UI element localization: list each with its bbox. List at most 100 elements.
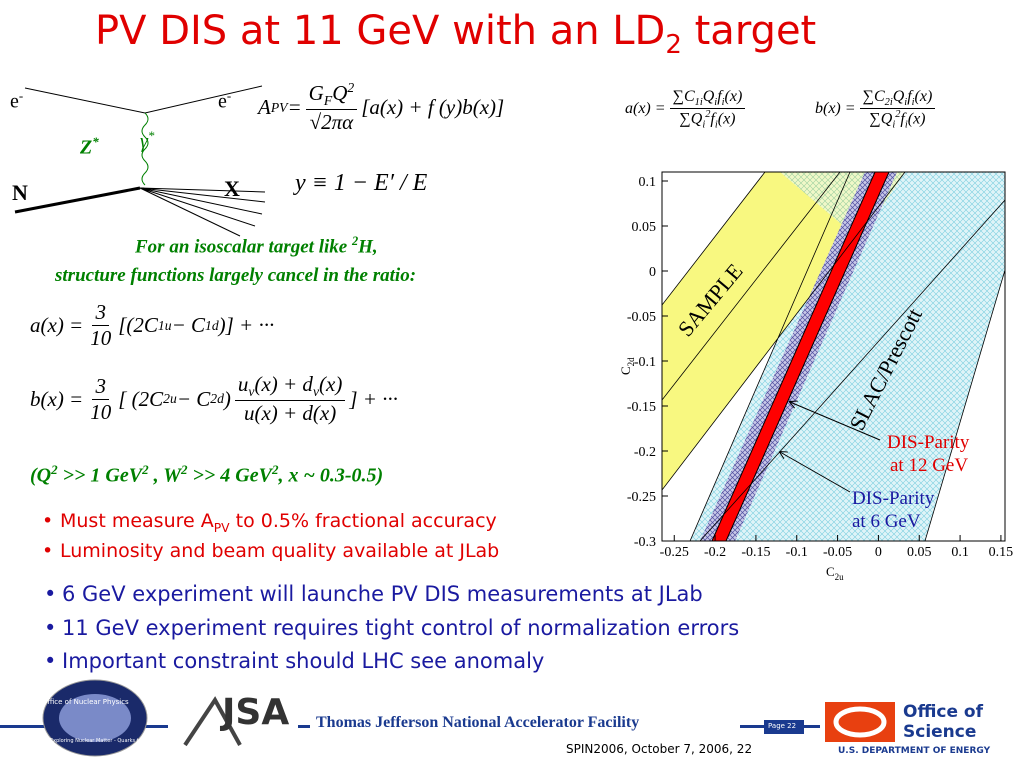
subscript: i <box>721 97 725 109</box>
equation-a-sum: a(x) = ∑C1iQifi(x) ∑Qi2fi(x) <box>625 88 749 131</box>
text-run: A <box>258 95 271 120</box>
numerator: GFQ2 <box>305 80 358 111</box>
text-run: Q <box>702 88 715 105</box>
subscript: 1u <box>157 317 172 333</box>
doe-logo-text: U.S. DEPARTMENT OF ENERGY <box>838 746 991 756</box>
electron-out: e- <box>218 88 231 114</box>
text-run: − C <box>171 313 205 337</box>
numerator: ∑C2iQifi(x) <box>859 88 936 110</box>
text-run: 3 <box>95 300 106 324</box>
text-run: C <box>618 366 633 375</box>
text-run: ∑Q <box>679 110 703 128</box>
text-run: e <box>218 90 227 113</box>
text-run: 10 <box>90 326 112 350</box>
text-run: 10 <box>90 399 112 424</box>
text-run: ∑Q <box>869 110 893 128</box>
numerator: 3 <box>92 374 109 400</box>
slide-title: PV DIS at 11 GeV with an LD2 target <box>95 8 816 60</box>
text-run: f <box>710 110 715 128</box>
nucleon: N <box>12 180 28 205</box>
subscript: 2 <box>665 30 682 60</box>
subscript: v <box>312 384 319 400</box>
text-run: e <box>10 90 19 113</box>
subscript: 1d <box>205 317 219 333</box>
x-axis-label: C2u <box>826 564 844 582</box>
subscript: i <box>904 119 908 131</box>
note-line: For an isoscalar target like 2H, <box>135 234 378 258</box>
superscript: 2 <box>705 109 711 121</box>
equation-a-iso: a(x) = 3 10 [(2C 1u − C 1d)] + ··· <box>30 300 274 351</box>
subscript: 2u <box>163 391 177 407</box>
note-line: structure functions largely cancel in th… <box>55 265 416 287</box>
text-run: H, <box>358 236 378 258</box>
fraction: 3 10 <box>87 300 114 351</box>
text-run: 11 GeV experiment requires tight control… <box>62 616 740 640</box>
fraction: GFQ2 √2πα <box>305 80 358 135</box>
text-run: [ (2C <box>118 386 164 411</box>
denominator: √2πα <box>307 110 357 135</box>
bullet: Must measure APV to 0.5% fractional accu… <box>42 510 497 535</box>
bullet: 6 GeV experiment will launche PV DIS mea… <box>44 582 703 606</box>
subscript: 1i <box>694 97 703 109</box>
text-run: Luminosity and beam quality available at… <box>60 540 500 562</box>
subscript: F <box>323 93 333 109</box>
text-run: ) <box>223 386 231 411</box>
x-tick-label: 0.1 <box>951 545 969 560</box>
electron-in: e- <box>10 88 23 114</box>
doe-logo-text: Office of <box>903 702 984 722</box>
text-run: 2u <box>835 572 845 582</box>
lab-name: Thomas Jefferson National Accelerator Fa… <box>316 714 640 731</box>
superscript: - <box>226 88 232 103</box>
np-logo-text: Office of Nuclear Physics <box>42 698 129 706</box>
x-tick-label: 0 <box>875 545 882 560</box>
superscript: 2 <box>180 462 188 477</box>
text-run: Q <box>332 81 348 105</box>
fraction: uv(x) + dv(x) u(x) + d(x) <box>234 372 346 426</box>
text-run: G <box>308 81 324 105</box>
text-run: PV DIS at 11 GeV with an LD <box>95 8 666 54</box>
text-run: ] + ··· <box>349 386 398 411</box>
arrow <box>790 402 881 441</box>
band-label: at 12 GeV <box>890 455 968 476</box>
np-logo-text: Exploring Nuclear Matter - Quarks to Sta… <box>50 738 157 744</box>
text-run: y ≡ 1 − E′ / E <box>295 170 428 196</box>
text-run: a(x) = <box>625 100 666 118</box>
superscript: 2 <box>51 462 58 477</box>
text-run: For an isoscalar target like <box>135 236 352 258</box>
subscript: i <box>714 97 718 109</box>
text-run: Q <box>892 88 905 105</box>
text-run: u <box>237 372 249 396</box>
numerator: uv(x) + dv(x) <box>234 372 346 402</box>
superscript: 2 <box>142 462 149 477</box>
text-run: >> 4 GeV <box>187 464 272 487</box>
equation-y: y ≡ 1 − E′ / E <box>295 170 427 197</box>
bullet: Important constraint should LHC see anom… <box>44 649 545 673</box>
superscript: * <box>147 128 155 143</box>
x-tick-label: 0.15 <box>989 545 1014 560</box>
x-tick-label: -0.05 <box>823 545 852 560</box>
text-run: b(x) = <box>30 386 84 411</box>
text-run: [a(x) + f (y)b(x)] <box>361 95 505 120</box>
text-run: Important constraint should LHC see anom… <box>62 649 545 673</box>
text-run: to 0.5% fractional accuracy <box>229 510 497 532</box>
conference: SPIN2006, October 7, 2006, 22 <box>566 742 753 756</box>
y-axis-label: C2d <box>618 357 636 375</box>
equation-b-iso: b(x) = 3 10 [ (2C 2u − C 2d) uv(x) + dv(x) u… <box>30 372 398 426</box>
plot-bands <box>662 172 1005 541</box>
kinematics: (Q2 >> 1 GeV2 , W2 >> 4 GeV2, x ~ 0.3-0.… <box>30 462 383 488</box>
subscript: i <box>714 119 718 131</box>
text-run: (x) + d <box>254 372 313 396</box>
text-run: (x) <box>907 110 926 128</box>
text-run: ∑C <box>862 88 885 105</box>
text-run: structure functions largely cancel in th… <box>55 265 417 286</box>
numerator: ∑C1iQifi(x) <box>669 88 746 110</box>
text-run: f <box>717 88 722 105</box>
denominator: 10 <box>87 326 114 351</box>
y-tick-label: -0.3 <box>634 535 656 550</box>
text-run: √2πα <box>309 110 354 135</box>
text-run: f <box>900 110 905 128</box>
text-run: , W <box>148 464 181 487</box>
text-run: [(2C <box>118 313 158 337</box>
bullet: Luminosity and beam quality available at… <box>42 540 500 562</box>
